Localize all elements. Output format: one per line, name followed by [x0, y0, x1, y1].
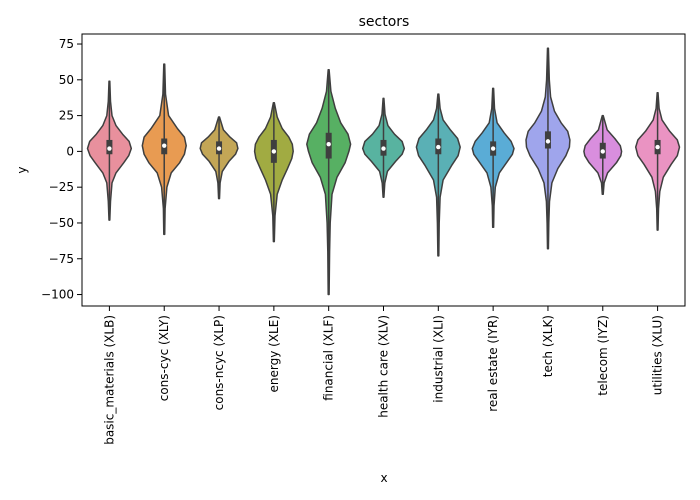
violin-3 — [253, 101, 294, 243]
violins — [86, 47, 681, 296]
violin-7 — [471, 87, 515, 229]
violin-median-dot — [545, 139, 551, 144]
violin-median-dot — [381, 146, 386, 151]
y-tick-label: −25 — [49, 180, 74, 194]
violin-median-dot — [216, 146, 222, 151]
x-tick-label: tech (XLK) — [541, 315, 555, 377]
violin-0 — [86, 80, 133, 221]
y-tick-label: −75 — [49, 252, 74, 266]
violin-5 — [361, 97, 406, 198]
violin-median-dot — [271, 149, 277, 154]
x-tick-label: cons-cyc (XLY) — [157, 315, 171, 401]
violin-8 — [525, 47, 571, 250]
y-tick-label: −50 — [49, 216, 74, 230]
x-tick-label: utilities (XLU) — [651, 315, 665, 395]
y-tick-label: 0 — [66, 144, 74, 158]
y-tick-label: 50 — [59, 73, 74, 87]
x-axis-label: x — [380, 471, 387, 485]
y-tick-label: 25 — [59, 109, 74, 123]
violin-4 — [306, 69, 352, 296]
violin-10 — [634, 91, 681, 231]
violin-median-dot — [162, 143, 167, 148]
y-axis-label: y — [15, 166, 29, 173]
x-tick-label: cons-ncyc (XLP) — [212, 315, 226, 410]
x-axis: basic_materials (XLB) cons-cyc (XLY) cons-… — [102, 306, 665, 445]
violin-1 — [141, 63, 187, 236]
violin-median-dot — [326, 142, 331, 147]
x-tick-label: telecom (IYZ) — [596, 315, 610, 396]
x-tick-label: health care (XLV) — [377, 315, 391, 418]
chart-title: sectors — [359, 14, 410, 30]
x-tick-label: real estate (IYR) — [486, 315, 500, 412]
x-tick-label: industrial (XLI) — [431, 315, 445, 403]
x-tick-label: basic_materials (XLB) — [102, 315, 116, 445]
x-tick-label: financial (XLF) — [322, 315, 336, 401]
violin-median-dot — [655, 144, 660, 150]
violin-median-dot — [600, 149, 605, 154]
y-tick-label: −100 — [41, 288, 74, 302]
y-axis: 75 50 25 0 −25 −50 −75 −100 — [41, 37, 82, 302]
violin-9 — [583, 114, 623, 196]
plot-frame — [81, 33, 686, 307]
violin-6 — [415, 93, 461, 257]
violin-median-dot — [490, 146, 496, 151]
y-tick-label: 75 — [59, 37, 74, 51]
violin-2 — [199, 116, 239, 200]
violin-median-dot — [107, 146, 112, 151]
x-tick-label: energy (XLE) — [267, 315, 281, 392]
violin-median-dot — [436, 144, 441, 150]
